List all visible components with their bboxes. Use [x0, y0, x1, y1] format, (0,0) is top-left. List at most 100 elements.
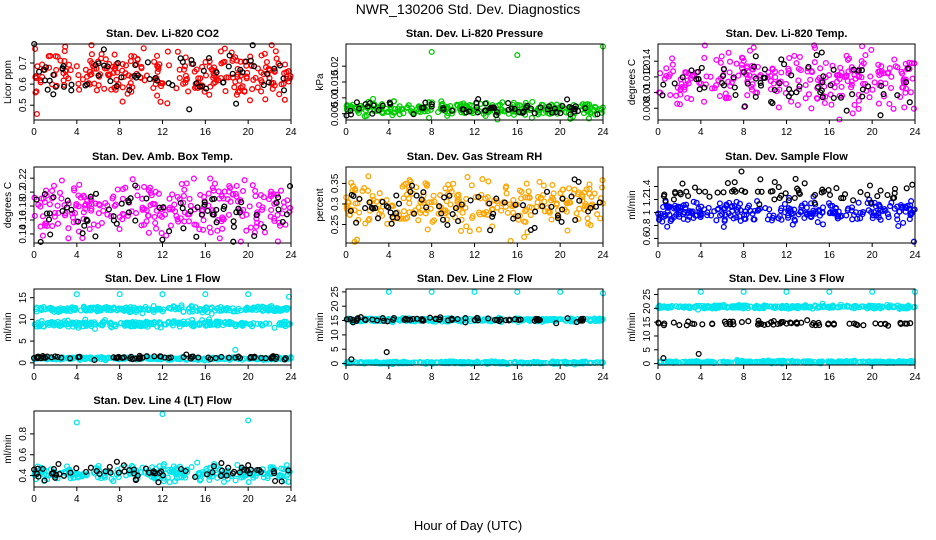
x-tick-label: 20 [867, 372, 879, 383]
data-point [50, 71, 57, 78]
data-point [157, 353, 164, 360]
data-point [769, 358, 776, 365]
x-tick-label: 20 [867, 127, 879, 138]
data-point [351, 207, 358, 214]
data-point [663, 65, 670, 72]
data-point [187, 208, 194, 215]
y-tick-label: 0 [330, 360, 341, 366]
y-tick-label: 5 [18, 338, 29, 344]
data-point [249, 182, 256, 189]
data-point [791, 52, 798, 59]
data-point [545, 208, 552, 215]
data-point [203, 471, 211, 478]
data-point [757, 79, 764, 86]
data-point [206, 316, 213, 323]
data-point [374, 215, 382, 222]
data-point [572, 360, 580, 367]
data-point [409, 315, 417, 322]
data-point [817, 89, 824, 96]
data-point [808, 200, 815, 207]
data-point [62, 320, 69, 327]
data-point [815, 358, 822, 365]
data-point [362, 220, 369, 227]
data-point [793, 320, 801, 327]
data-point [696, 208, 703, 215]
data-point [508, 105, 515, 112]
data-point [402, 315, 409, 322]
data-point [260, 224, 268, 231]
data-point [455, 218, 462, 225]
data-point [693, 302, 700, 309]
data-point [165, 319, 172, 326]
data-point [410, 210, 418, 217]
data-point [671, 80, 678, 87]
data-point [347, 207, 354, 214]
data-point [141, 183, 148, 190]
data-point [249, 42, 256, 49]
panel-title: Stan. Dev. Line 3 Flow [729, 273, 845, 285]
data-point [79, 235, 86, 242]
data-point [198, 211, 205, 218]
data-point [667, 91, 674, 99]
y-tick-label: 25 [330, 286, 341, 298]
y-tick-label: 0.012 [642, 64, 653, 89]
data-point [156, 469, 163, 476]
data-point [57, 308, 64, 315]
data-point [82, 356, 89, 363]
data-point [257, 191, 264, 199]
x-tick-label: 24 [909, 372, 921, 383]
data-point [516, 187, 523, 194]
data-point [786, 194, 793, 201]
data-point [659, 92, 666, 99]
data-point [452, 205, 459, 212]
data-point [73, 202, 80, 209]
data-point [52, 474, 59, 481]
data-point [733, 60, 740, 67]
outlier-point [660, 355, 667, 362]
x-axis: 0 4 8 12 16 20 24 [655, 243, 921, 261]
data-point [586, 317, 593, 324]
data-point [466, 108, 473, 115]
data-point [812, 208, 819, 215]
data-point [67, 355, 74, 362]
x-tick-label: 12 [781, 127, 793, 138]
data-point [53, 471, 60, 478]
data-point [708, 85, 716, 92]
x-tick-label: 8 [741, 127, 747, 138]
data-point [656, 216, 663, 223]
data-point [714, 189, 721, 196]
data-point [592, 203, 600, 210]
data-point [417, 358, 424, 366]
data-point [695, 205, 702, 212]
x-axis: 0 4 8 12 16 20 24 [31, 243, 297, 261]
data-point [231, 84, 238, 91]
data-point [910, 207, 917, 214]
data-point [163, 232, 170, 239]
data-point [817, 65, 824, 72]
data-point [505, 100, 512, 107]
data-point [281, 477, 288, 484]
data-point [215, 188, 222, 195]
data-point [186, 308, 193, 315]
data-point [369, 192, 376, 200]
data-point [174, 193, 181, 200]
data-point [754, 63, 761, 70]
data-point [910, 105, 917, 112]
data-point [764, 321, 771, 328]
data-point [522, 218, 529, 226]
data-point [576, 205, 583, 212]
data-point [691, 184, 699, 191]
data-point [694, 68, 702, 75]
x-tick-label: 0 [31, 127, 37, 138]
data-point [362, 205, 369, 212]
y-tick-label: 0.3 [330, 197, 341, 211]
data-point [884, 191, 891, 199]
data-point [531, 110, 538, 117]
data-point [41, 191, 48, 198]
data-point [188, 320, 195, 327]
y-tick-label: 0.14 [18, 224, 29, 244]
data-point [713, 217, 720, 224]
